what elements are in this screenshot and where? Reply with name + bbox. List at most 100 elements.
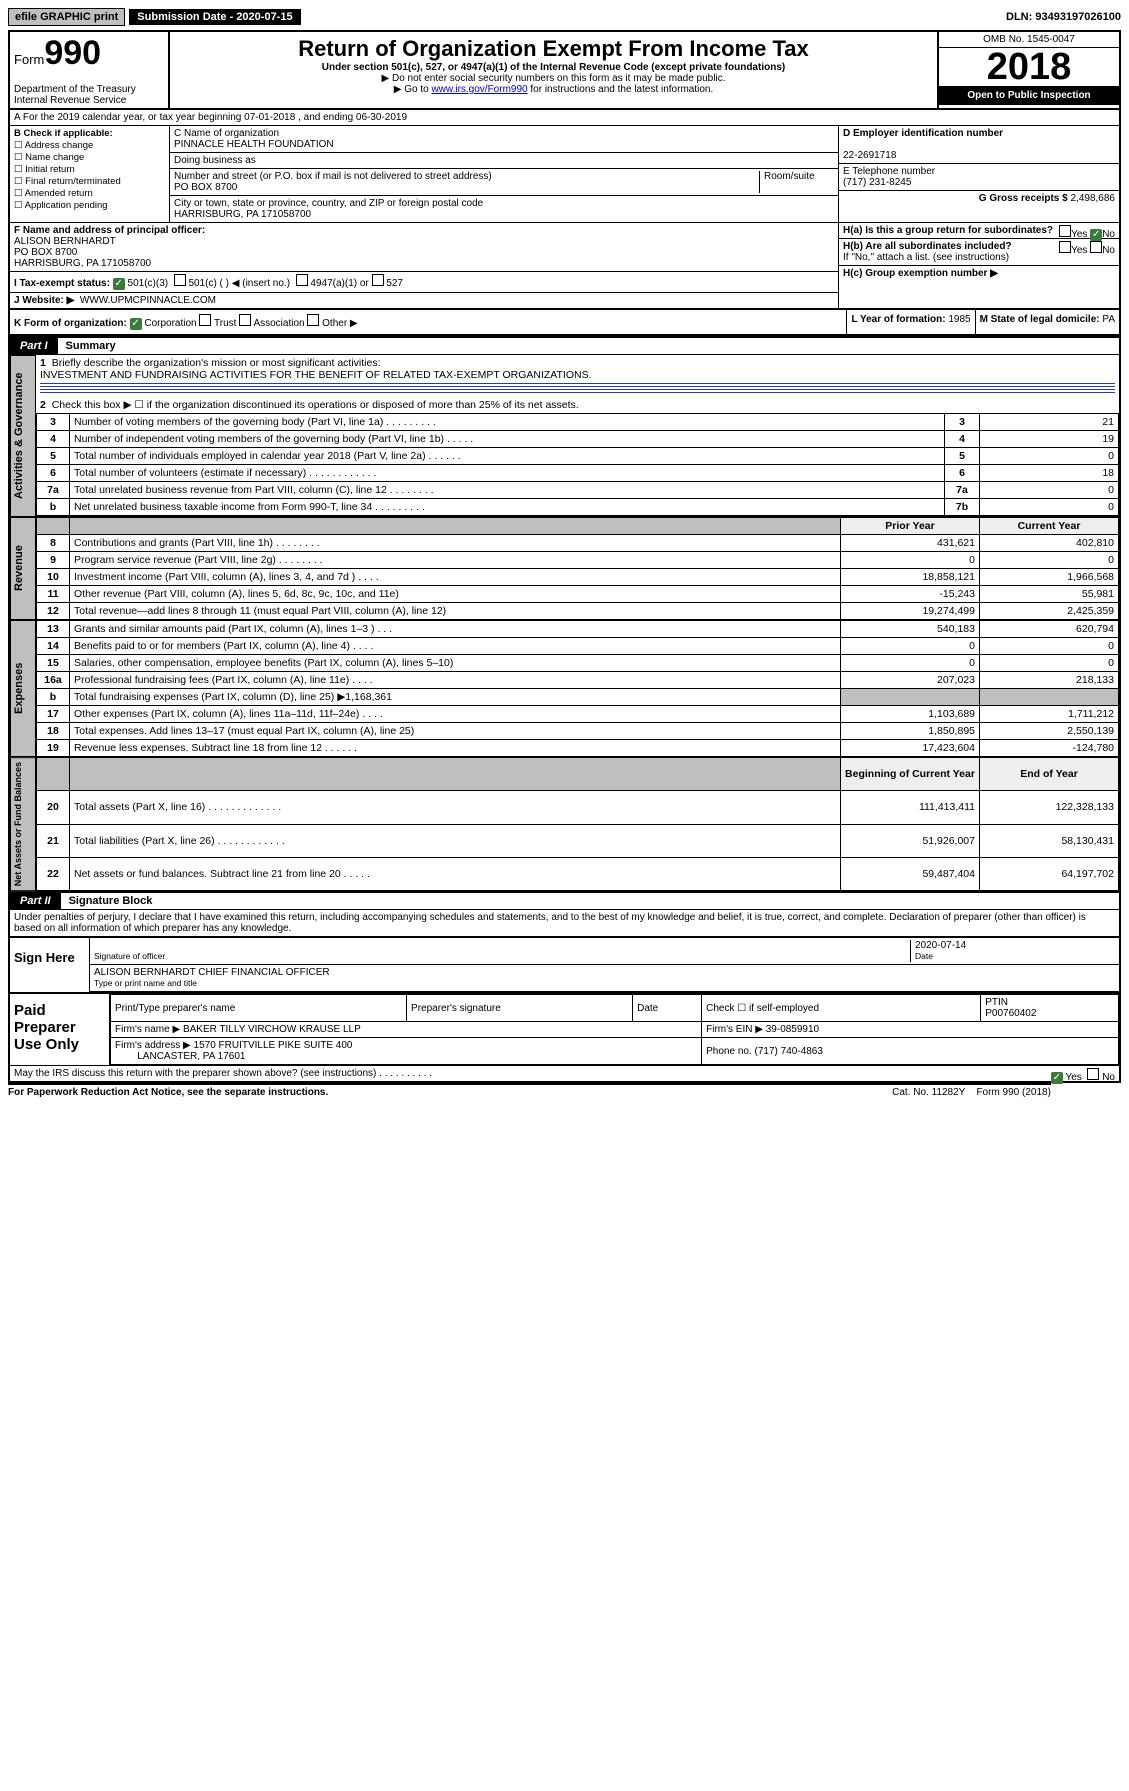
paid-preparer-label: Paid Preparer Use Only [10, 994, 110, 1065]
open-public: Open to Public Inspection [939, 86, 1119, 105]
box-b-title: B Check if applicable: [14, 128, 113, 139]
c-label: C Name of organization [174, 128, 279, 139]
discuss-label: May the IRS discuss this return with the… [14, 1068, 432, 1079]
unchecked-icon[interactable] [199, 314, 211, 326]
form-prefix: Form [14, 52, 44, 67]
dept-treasury: Department of the Treasury [14, 84, 164, 95]
no: No [1102, 1072, 1115, 1083]
unchecked-icon[interactable] [372, 274, 384, 286]
check-icon: ✓ [113, 278, 125, 290]
prep-date-hdr: Date [633, 995, 702, 1022]
j-label: J Website: ▶ [14, 295, 74, 306]
irs-link[interactable]: www.irs.gov/Form990 [431, 84, 527, 95]
part2-title: Signature Block [61, 895, 153, 907]
firm-addr1: 1570 FRUITVILLE PIKE SUITE 400 [194, 1040, 353, 1051]
no: No [1102, 229, 1115, 240]
addr-label: Number and street (or P.O. box if mail i… [174, 171, 492, 182]
part1-title: Summary [58, 340, 116, 352]
firm-name: BAKER TILLY VIRCHOW KRAUSE LLP [183, 1024, 361, 1035]
check-icon: ✓ [1090, 229, 1102, 241]
dln: DLN: 93493197026100 [1006, 11, 1121, 23]
date-lbl: Date [915, 951, 933, 961]
org-addr: PO BOX 8700 [174, 182, 237, 193]
sig-date: 2020-07-14 [915, 940, 966, 951]
gross-receipts: 2,498,686 [1071, 193, 1116, 204]
officer-addr1: PO BOX 8700 [14, 247, 77, 258]
e-label: E Telephone number [843, 166, 935, 177]
website: WWW.UPMCPINNACLE.COM [80, 295, 216, 306]
dba-label: Doing business as [174, 155, 256, 166]
chk-final[interactable]: Final return/terminated [25, 176, 121, 187]
unchecked-icon[interactable] [1059, 241, 1071, 253]
cat-no: Cat. No. 11282Y [892, 1087, 965, 1098]
4947: 4947(a)(1) or [310, 278, 368, 289]
domicile: PA [1102, 314, 1115, 325]
submission-date: Submission Date - 2020-07-15 [129, 9, 300, 25]
officer-printed: ALISON BERNHARDT CHIEF FINANCIAL OFFICER [94, 967, 330, 978]
note-pre: ▶ Go to [394, 84, 432, 95]
part2-tab: Part II [10, 893, 61, 909]
unchecked-icon[interactable] [239, 314, 251, 326]
chk-address[interactable]: Address change [25, 140, 94, 151]
ein-lbl: Firm's EIN ▶ [706, 1024, 763, 1035]
firm-addr2: LANCASTER, PA 17601 [137, 1051, 245, 1062]
year-formed: 1985 [948, 314, 970, 325]
check-icon: ✓ [1051, 1072, 1063, 1084]
ptin-lbl: PTIN [985, 997, 1008, 1008]
org-city: HARRISBURG, PA 171058700 [174, 209, 311, 220]
form-number: 990 [44, 34, 101, 72]
unchecked-icon[interactable] [1090, 241, 1102, 253]
pra-notice: For Paperwork Reduction Act Notice, see … [8, 1087, 328, 1098]
i-label: I Tax-exempt status: [14, 278, 110, 289]
sig-officer-lbl: Signature of officer [94, 951, 165, 961]
prep-sig-hdr: Preparer's signature [407, 995, 633, 1022]
vtab-gov: Activities & Governance [10, 355, 36, 517]
firm-ein: 39-0859910 [766, 1024, 819, 1035]
yes: Yes [1071, 245, 1087, 256]
city-label: City or town, state or province, country… [174, 198, 483, 209]
phone: (717) 231-8245 [843, 177, 911, 188]
d-label: D Employer identification number [843, 128, 1003, 139]
sign-here: Sign Here [10, 938, 90, 992]
no: No [1102, 245, 1115, 256]
form-title: Return of Organization Exempt From Incom… [174, 36, 933, 62]
yes: Yes [1066, 1072, 1082, 1083]
hb-note: If "No," attach a list. (see instruction… [843, 252, 1009, 263]
unchecked-icon[interactable] [1059, 225, 1071, 237]
527: 527 [386, 278, 403, 289]
mission-text: INVESTMENT AND FUNDRAISING ACTIVITIES FO… [40, 369, 592, 381]
g-label: G Gross receipts $ [979, 193, 1068, 204]
note-post: for instructions and the latest informat… [528, 84, 714, 95]
unchecked-icon[interactable] [307, 314, 319, 326]
self-emp: Check ☐ if self-employed [702, 995, 981, 1022]
unchecked-icon[interactable] [1087, 1068, 1099, 1080]
chk-name[interactable]: Name change [25, 152, 84, 163]
officer-name: ALISON BERNHARDT [14, 236, 116, 247]
chk-app[interactable]: Application pending [25, 200, 108, 211]
efile-button[interactable]: efile GRAPHIC print [8, 8, 125, 26]
line2-label: Check this box ▶ ☐ if the organization d… [52, 399, 579, 411]
ha-label: H(a) Is this a group return for subordin… [843, 225, 1053, 236]
k-other: Other ▶ [322, 318, 357, 329]
perjury: Under penalties of perjury, I declare th… [10, 910, 1119, 936]
firm-lbl: Firm's name ▶ [115, 1024, 180, 1035]
unchecked-icon[interactable] [296, 274, 308, 286]
chk-initial[interactable]: Initial return [25, 164, 75, 175]
form-subtitle: Under section 501(c), 527, or 4947(a)(1)… [174, 62, 933, 73]
line-a: A For the 2019 calendar year, or tax yea… [10, 110, 1119, 126]
irs: Internal Revenue Service [14, 95, 164, 106]
line1-label: Briefly describe the organization's miss… [52, 357, 381, 369]
ptin: P00760402 [985, 1008, 1036, 1019]
prep-name-hdr: Print/Type preparer's name [111, 995, 407, 1022]
m-label: M State of legal domicile: [980, 314, 1100, 325]
chk-amended[interactable]: Amended return [25, 188, 93, 199]
ein: 22-2691718 [843, 150, 896, 161]
tax-year: 2018 [939, 48, 1119, 86]
k-corp: Corporation [144, 318, 196, 329]
501c3: 501(c)(3) [128, 278, 169, 289]
firm-addr-lbl: Firm's address ▶ [115, 1040, 191, 1051]
unchecked-icon[interactable] [174, 274, 186, 286]
form-footer: Form 990 (2018) [976, 1087, 1050, 1098]
note-ssn: ▶ Do not enter social security numbers o… [174, 73, 933, 84]
top-bar: efile GRAPHIC print Submission Date - 20… [8, 8, 1121, 26]
